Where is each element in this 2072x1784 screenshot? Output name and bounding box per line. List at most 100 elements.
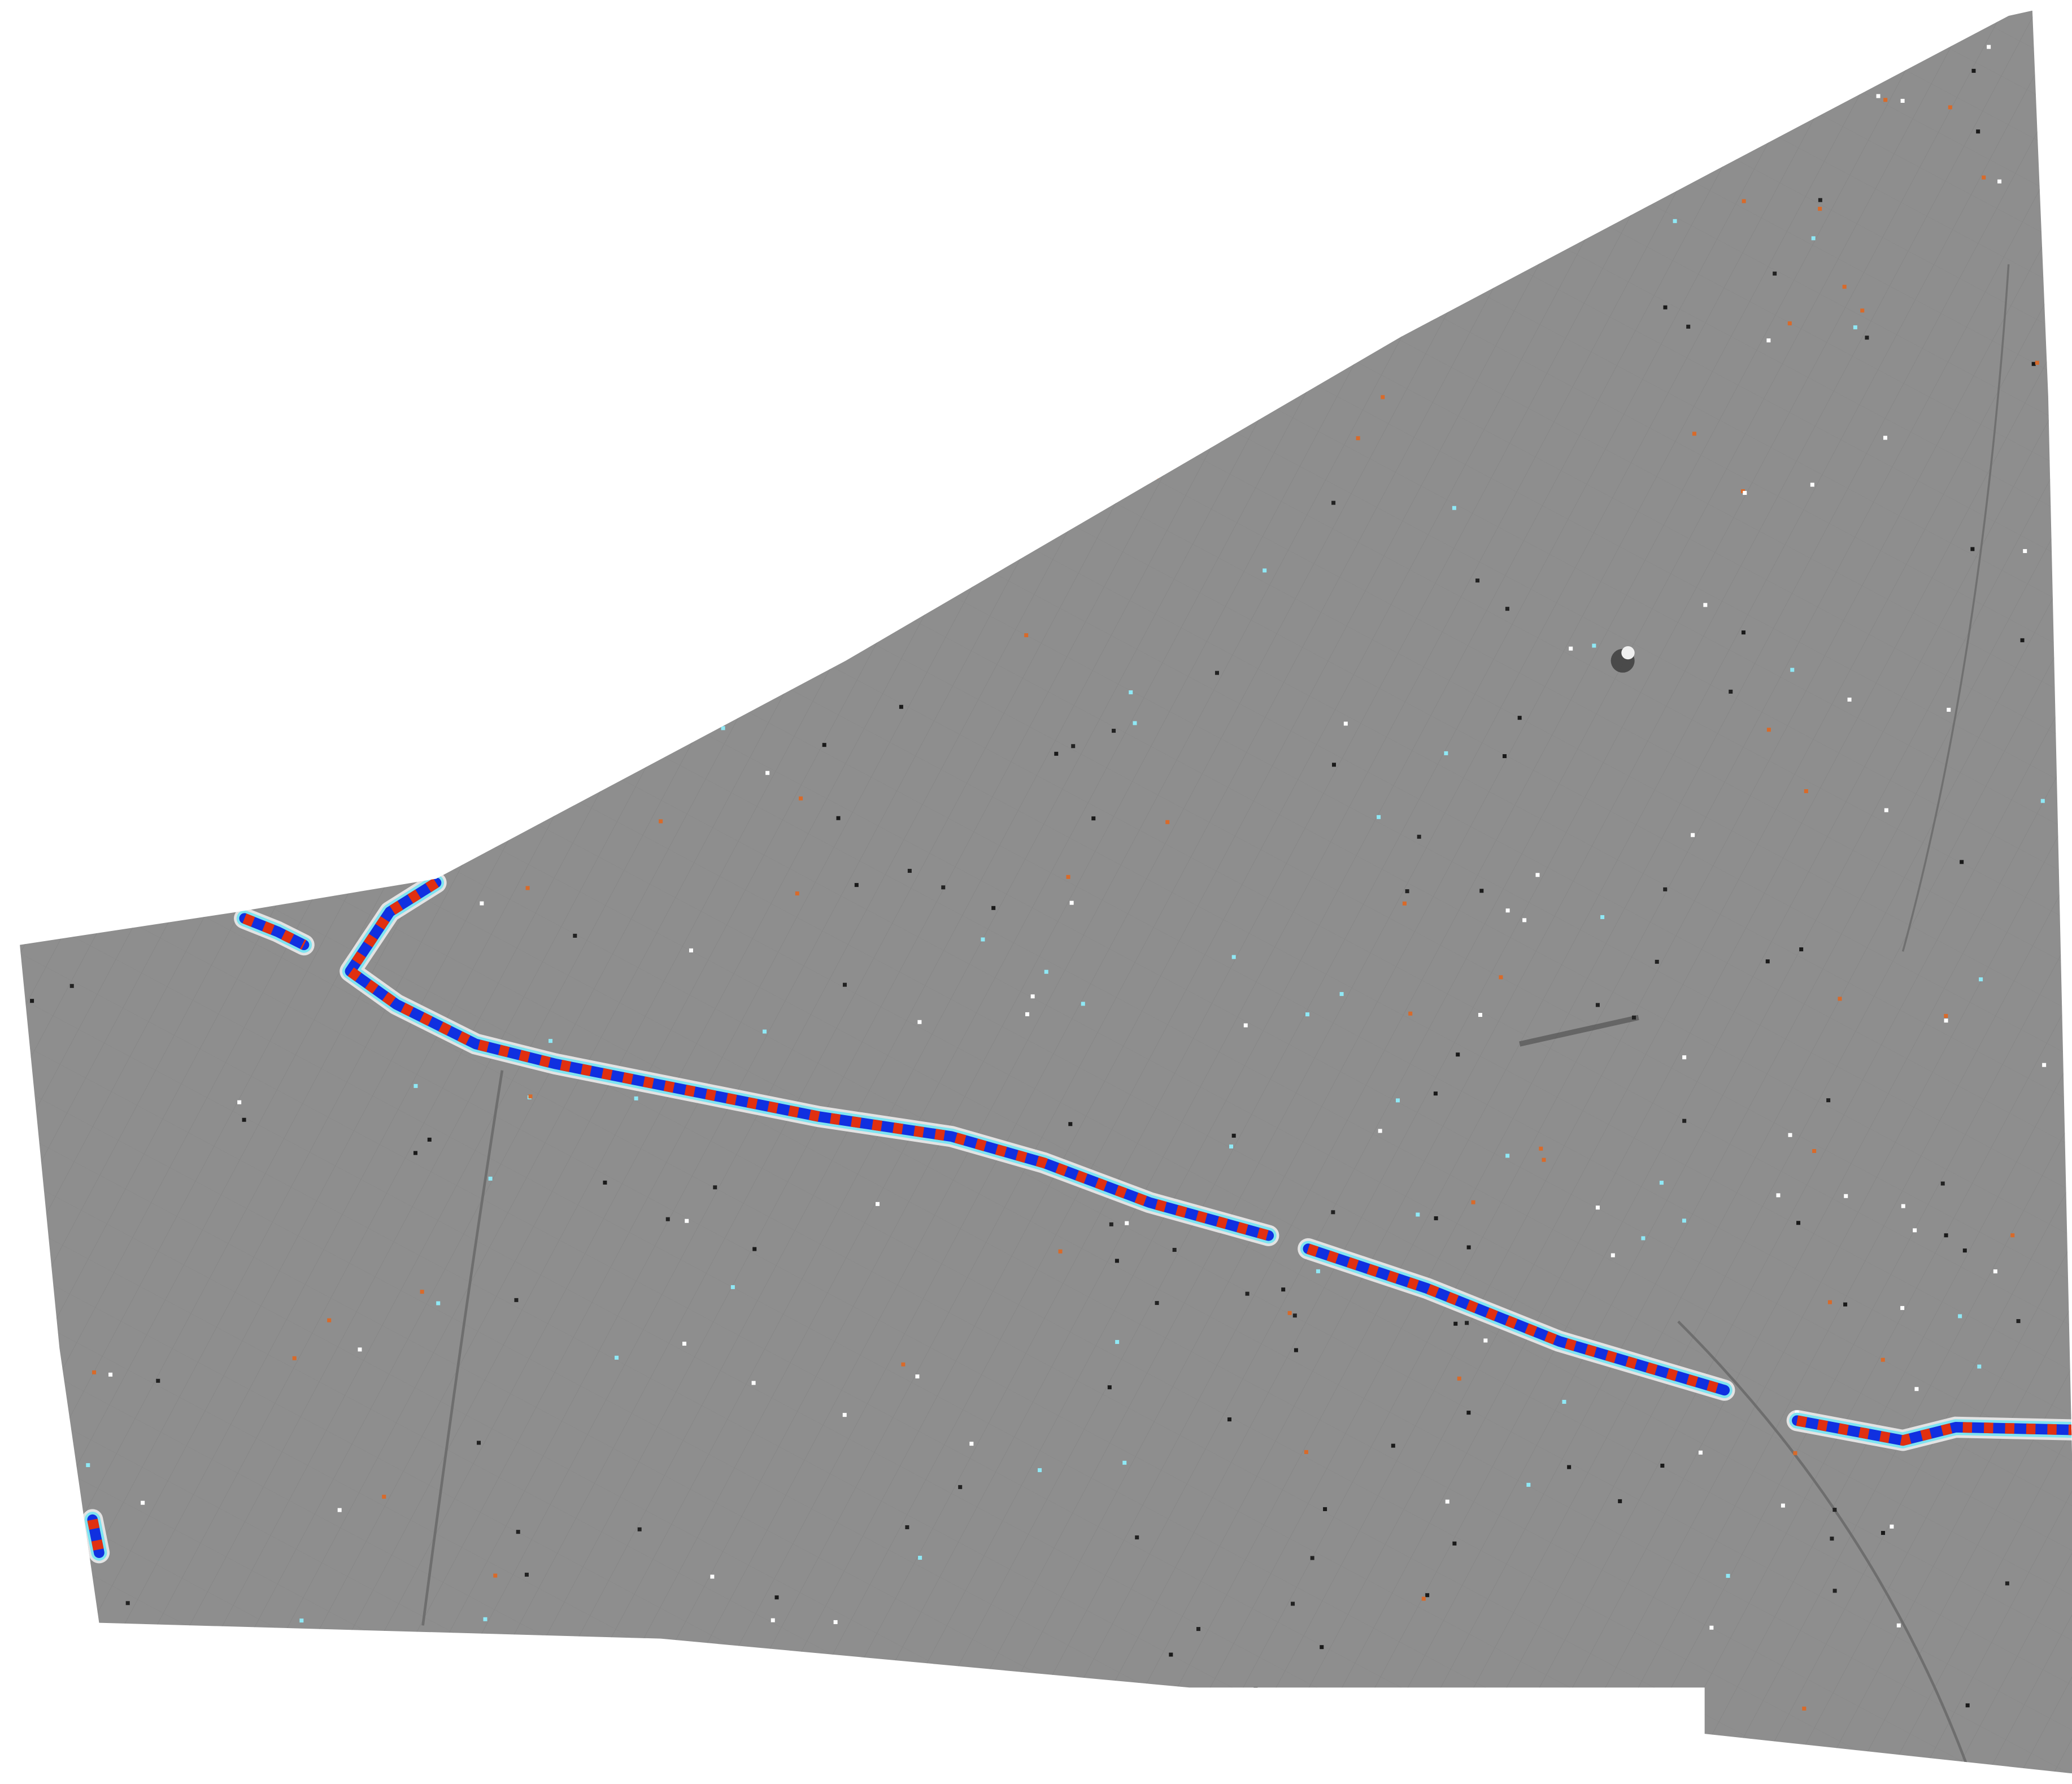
speckle xyxy=(1727,123,1731,127)
speckle xyxy=(1948,105,1952,110)
speckle xyxy=(1682,1055,1687,1060)
speckle xyxy=(92,1370,97,1374)
speckle xyxy=(76,242,81,247)
speckle xyxy=(1790,668,1795,672)
speckle xyxy=(587,650,592,654)
speckle xyxy=(28,1712,33,1716)
speckle xyxy=(337,1508,342,1512)
speckle xyxy=(1832,1508,1837,1512)
speckle xyxy=(329,412,334,416)
speckle xyxy=(1081,87,1086,92)
speckle xyxy=(969,1442,974,1446)
speckle xyxy=(1116,224,1121,229)
speckle xyxy=(634,1096,638,1100)
speckle xyxy=(1962,1248,1967,1253)
speckle xyxy=(447,69,451,74)
speckle xyxy=(1542,1158,1546,1162)
speckle xyxy=(493,1573,498,1578)
speckle xyxy=(1881,1357,1885,1362)
speckle xyxy=(1491,276,1495,280)
speckle xyxy=(247,395,252,399)
speckle xyxy=(1838,997,1842,1001)
speckle xyxy=(1993,1269,1997,1274)
speckle xyxy=(224,151,228,155)
speckle xyxy=(752,1247,757,1251)
speckle xyxy=(1765,959,1770,964)
speckle xyxy=(1434,1216,1438,1221)
speckle xyxy=(494,1714,499,1718)
speckle xyxy=(1827,1300,1832,1304)
speckle xyxy=(1960,860,1964,864)
speckle xyxy=(141,1500,145,1505)
speckle xyxy=(1287,1311,1292,1315)
speckle xyxy=(86,1463,90,1468)
speckle xyxy=(477,1441,481,1445)
speckle xyxy=(1660,1463,1665,1468)
speckle xyxy=(1245,1291,1250,1296)
speckle xyxy=(1799,947,1804,952)
speckle xyxy=(1479,889,1484,893)
speckle xyxy=(1054,751,1059,756)
speckle xyxy=(245,595,249,599)
speckle xyxy=(1332,763,1337,767)
speckle xyxy=(719,710,724,715)
speckle xyxy=(1402,901,1407,906)
speckle xyxy=(1215,671,1219,675)
speckle xyxy=(1284,120,1289,124)
speckle xyxy=(1135,1535,1139,1540)
speckle xyxy=(2010,1233,2015,1238)
speckle xyxy=(1940,1181,1945,1186)
speckle xyxy=(1663,305,1668,310)
speckle xyxy=(1231,19,1235,24)
speckle xyxy=(1061,1768,1066,1773)
speckle xyxy=(3,1100,7,1104)
speckle xyxy=(1243,1023,1248,1028)
speckle xyxy=(1452,506,1456,510)
speckle xyxy=(1159,253,1164,257)
speckle xyxy=(1709,1625,1714,1630)
speckle xyxy=(1539,1146,1543,1151)
speckle xyxy=(1081,1002,1085,1006)
speckle xyxy=(685,1219,689,1223)
speckle xyxy=(125,1601,130,1605)
speckle xyxy=(1944,1233,1948,1238)
speckle xyxy=(1610,1253,1615,1257)
speckle xyxy=(2031,362,2036,366)
speckle xyxy=(1270,1722,1275,1726)
speckle xyxy=(514,1298,519,1302)
speckle xyxy=(277,360,281,365)
speckle xyxy=(682,1342,687,1346)
speckle xyxy=(358,1347,362,1352)
speckle xyxy=(483,1617,487,1621)
speckle xyxy=(425,99,430,103)
speckle xyxy=(1343,721,1348,726)
speckle xyxy=(1914,1387,1919,1391)
speckle xyxy=(1663,887,1668,891)
speckle xyxy=(1196,1627,1201,1631)
speckle xyxy=(1056,1731,1061,1736)
speckle xyxy=(1503,754,1507,759)
speckle xyxy=(903,232,907,236)
speckle xyxy=(958,1485,963,1489)
speckle xyxy=(1331,1210,1335,1215)
speckle xyxy=(1947,707,1951,712)
speckle xyxy=(1826,1098,1831,1103)
speckle xyxy=(1982,175,1986,180)
speckle xyxy=(793,378,798,382)
speckle xyxy=(1901,1204,1905,1208)
anomaly-line xyxy=(82,872,2072,1564)
speckle xyxy=(182,513,186,517)
speckle xyxy=(1014,5,1018,9)
faint-trace xyxy=(1901,264,2010,952)
speckle xyxy=(1908,2,1912,6)
speckle xyxy=(876,1202,880,1206)
speckle xyxy=(1766,338,1771,343)
speckle xyxy=(438,119,442,124)
speckle xyxy=(93,493,97,498)
speckle xyxy=(1444,751,1448,755)
speckle xyxy=(1291,1602,1295,1606)
speckle xyxy=(659,819,663,824)
speckle xyxy=(773,251,777,255)
speckle xyxy=(1024,633,1029,637)
